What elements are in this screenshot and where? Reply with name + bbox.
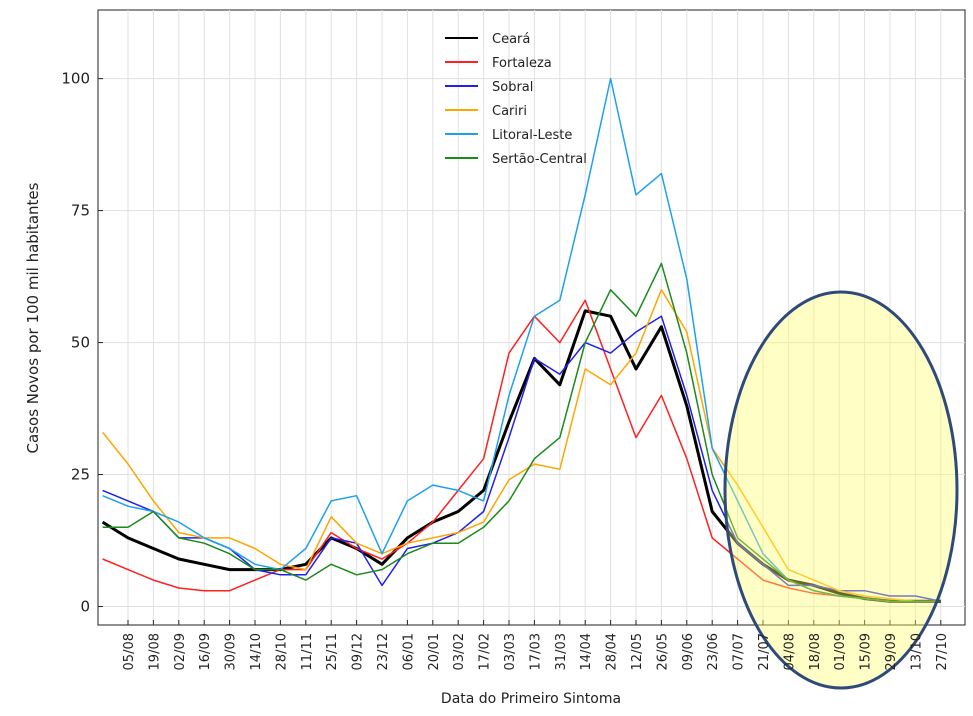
lines — [101, 77, 941, 603]
y-tick-label: 100 — [61, 70, 90, 88]
legend-label: Ceará — [492, 32, 530, 47]
x-tick-label: 09/12 — [351, 633, 366, 670]
highlight-ellipse — [723, 290, 959, 690]
line — [102, 262, 941, 602]
x-tick-label: 25/11 — [325, 633, 340, 670]
x-tick-label: 17/02 — [478, 633, 493, 670]
x-tick-label: 02/09 — [173, 633, 188, 670]
legend-label: Fortaleza — [492, 56, 552, 71]
y-tick-label: 50 — [71, 334, 90, 352]
x-tick-label: 18/08 — [808, 633, 823, 670]
line — [102, 289, 941, 602]
x-tick-label: 11/11 — [300, 633, 315, 670]
y-axis-label: Casos Novos por 100 mil habitantes — [24, 182, 42, 453]
y-tick-label: 25 — [71, 466, 90, 484]
x-tick-label: 14/04 — [579, 633, 594, 670]
x-tick-label: 29/09 — [884, 633, 899, 670]
x-tick-label: 27/10 — [935, 633, 950, 670]
line — [101, 309, 941, 603]
x-tick-label: 28/10 — [274, 633, 289, 670]
plot-area — [97, 9, 966, 626]
line — [102, 299, 941, 602]
x-tick-label: 28/04 — [605, 633, 620, 670]
x-tick-label: 17/03 — [528, 633, 543, 670]
x-tick-label: 06/01 — [401, 633, 416, 670]
x-tick-label: 19/08 — [147, 633, 162, 670]
x-tick-label: 03/02 — [452, 633, 467, 670]
x-axis-label: Data do Primeiro Sintoma — [441, 691, 621, 707]
x-tick-label: 16/09 — [198, 633, 213, 670]
x-tick-label: 12/05 — [630, 633, 645, 670]
y-tick-label: 0 — [80, 598, 90, 616]
legend-label: Sobral — [492, 80, 533, 95]
x-tick-label: 23/06 — [706, 633, 721, 670]
x-tick-label: 21/07 — [757, 633, 772, 670]
legend-label: Litoral-Leste — [492, 128, 572, 143]
y-tick-label: 75 — [71, 202, 90, 220]
x-tick-label: 07/07 — [732, 633, 747, 670]
x-tick-label: 04/08 — [782, 633, 797, 670]
x-tick-label: 30/09 — [224, 633, 239, 670]
x-tick-label: 13/10 — [909, 633, 924, 670]
x-tick-label: 26/05 — [655, 633, 670, 670]
x-tick-label: 20/01 — [427, 633, 442, 670]
x-tick-label: 03/03 — [503, 633, 518, 670]
x-tick-label: 14/10 — [249, 633, 264, 670]
legend-label: Cariri — [492, 104, 527, 119]
x-tick-label: 15/09 — [859, 633, 874, 670]
legend: Ceará Fortaleza Sobral Cariri Litoral-Leste S… — [445, 32, 587, 167]
x-tick-label: 01/09 — [833, 633, 848, 670]
x-tick-label: 23/12 — [376, 633, 391, 670]
x-tick-label: 05/08 — [122, 633, 137, 670]
x-tick-label: 09/06 — [681, 633, 696, 670]
legend-label: Sertão-Central — [492, 152, 587, 167]
x-tick-label: 31/03 — [554, 633, 569, 670]
